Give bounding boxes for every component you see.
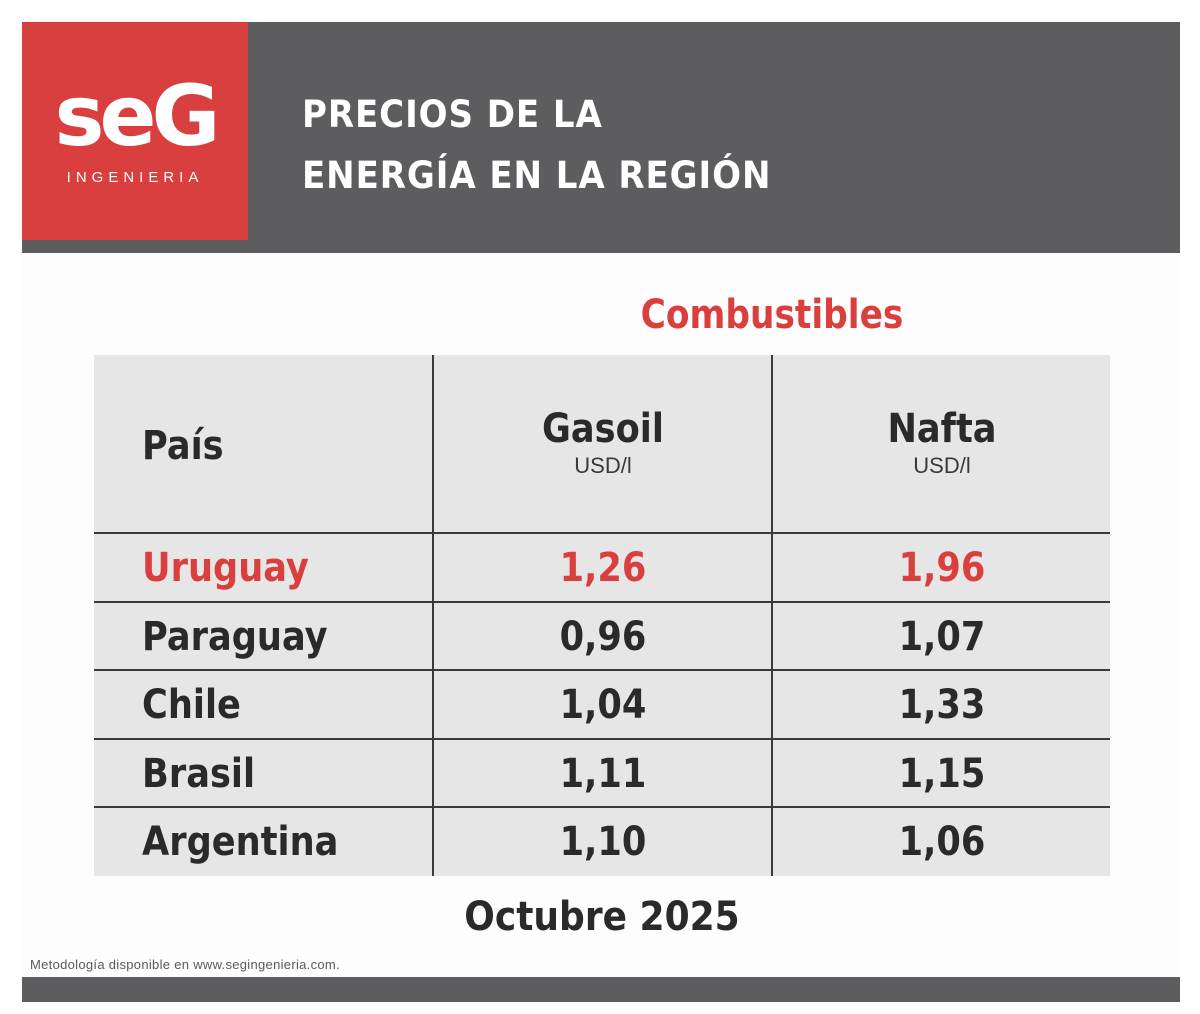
table-row-paraguay: Paraguay 0,96 1,07 [94,603,1110,671]
cell-nafta: 1,33 [898,682,986,728]
header-nafta-label: Nafta [887,406,997,452]
page-title-line-2: ENERGÍA EN LA REGIÓN [302,154,772,197]
table-row-argentina: Argentina 1,10 1,06 [94,808,1110,876]
cell-nafta: 1,07 [898,614,986,660]
footer-band [22,977,1180,1002]
table-row-brasil: Brasil 1,11 1,15 [94,740,1110,808]
cell-gasoil: 1,26 [559,545,647,591]
cell-gasoil: 1,04 [559,682,647,728]
header-gasoil-unit: USD/l [574,453,632,478]
infographic-card: seG INGENIERIA PRECIOS DE LA ENERGÍA EN … [22,22,1180,1002]
prices-table: País Gasoil USD/l Nafta USD/l Uruguay 1,… [94,355,1110,876]
cell-nafta: 1,96 [898,545,986,591]
row-divider [94,738,1110,740]
row-divider [94,532,1110,534]
column-divider [432,355,434,876]
row-divider [94,601,1110,603]
cell-gasoil: 0,96 [559,614,647,660]
cell-country: Argentina [142,819,339,865]
cell-country: Brasil [142,751,256,797]
table-title: Combustibles [640,292,904,338]
cell-country: Chile [142,682,241,728]
cell-country: Paraguay [142,614,328,660]
row-divider [94,669,1110,671]
table-row-chile: Chile 1,04 1,33 [94,671,1110,739]
header-band: seG INGENIERIA PRECIOS DE LA ENERGÍA EN … [22,22,1180,253]
cell-nafta: 1,15 [898,751,986,797]
table-row-uruguay: Uruguay 1,26 1,96 [94,534,1110,602]
seg-logo: seG INGENIERIA [22,22,248,240]
page-title: PRECIOS DE LA ENERGÍA EN LA REGIÓN [302,84,1056,206]
cell-gasoil: 1,10 [559,819,647,865]
header-country: País [142,423,224,469]
methodology-note: Metodología disponible en www.segingenie… [30,957,340,972]
page-title-line-1: PRECIOS DE LA [302,93,603,136]
cell-nafta: 1,06 [898,819,986,865]
column-divider [771,355,773,876]
header-nafta-unit: USD/l [913,453,971,478]
header-gasoil: Gasoil USD/l [434,405,772,479]
logo-mark: seG [54,67,221,165]
cell-country: Uruguay [142,545,309,591]
header-gasoil-label: Gasoil [542,406,664,452]
period-label: Octubre 2025 [464,894,740,940]
cell-gasoil: 1,11 [559,751,647,797]
header-nafta: Nafta USD/l [773,405,1111,479]
logo-subtitle: INGENIERIA [66,169,204,186]
row-divider [94,806,1110,808]
